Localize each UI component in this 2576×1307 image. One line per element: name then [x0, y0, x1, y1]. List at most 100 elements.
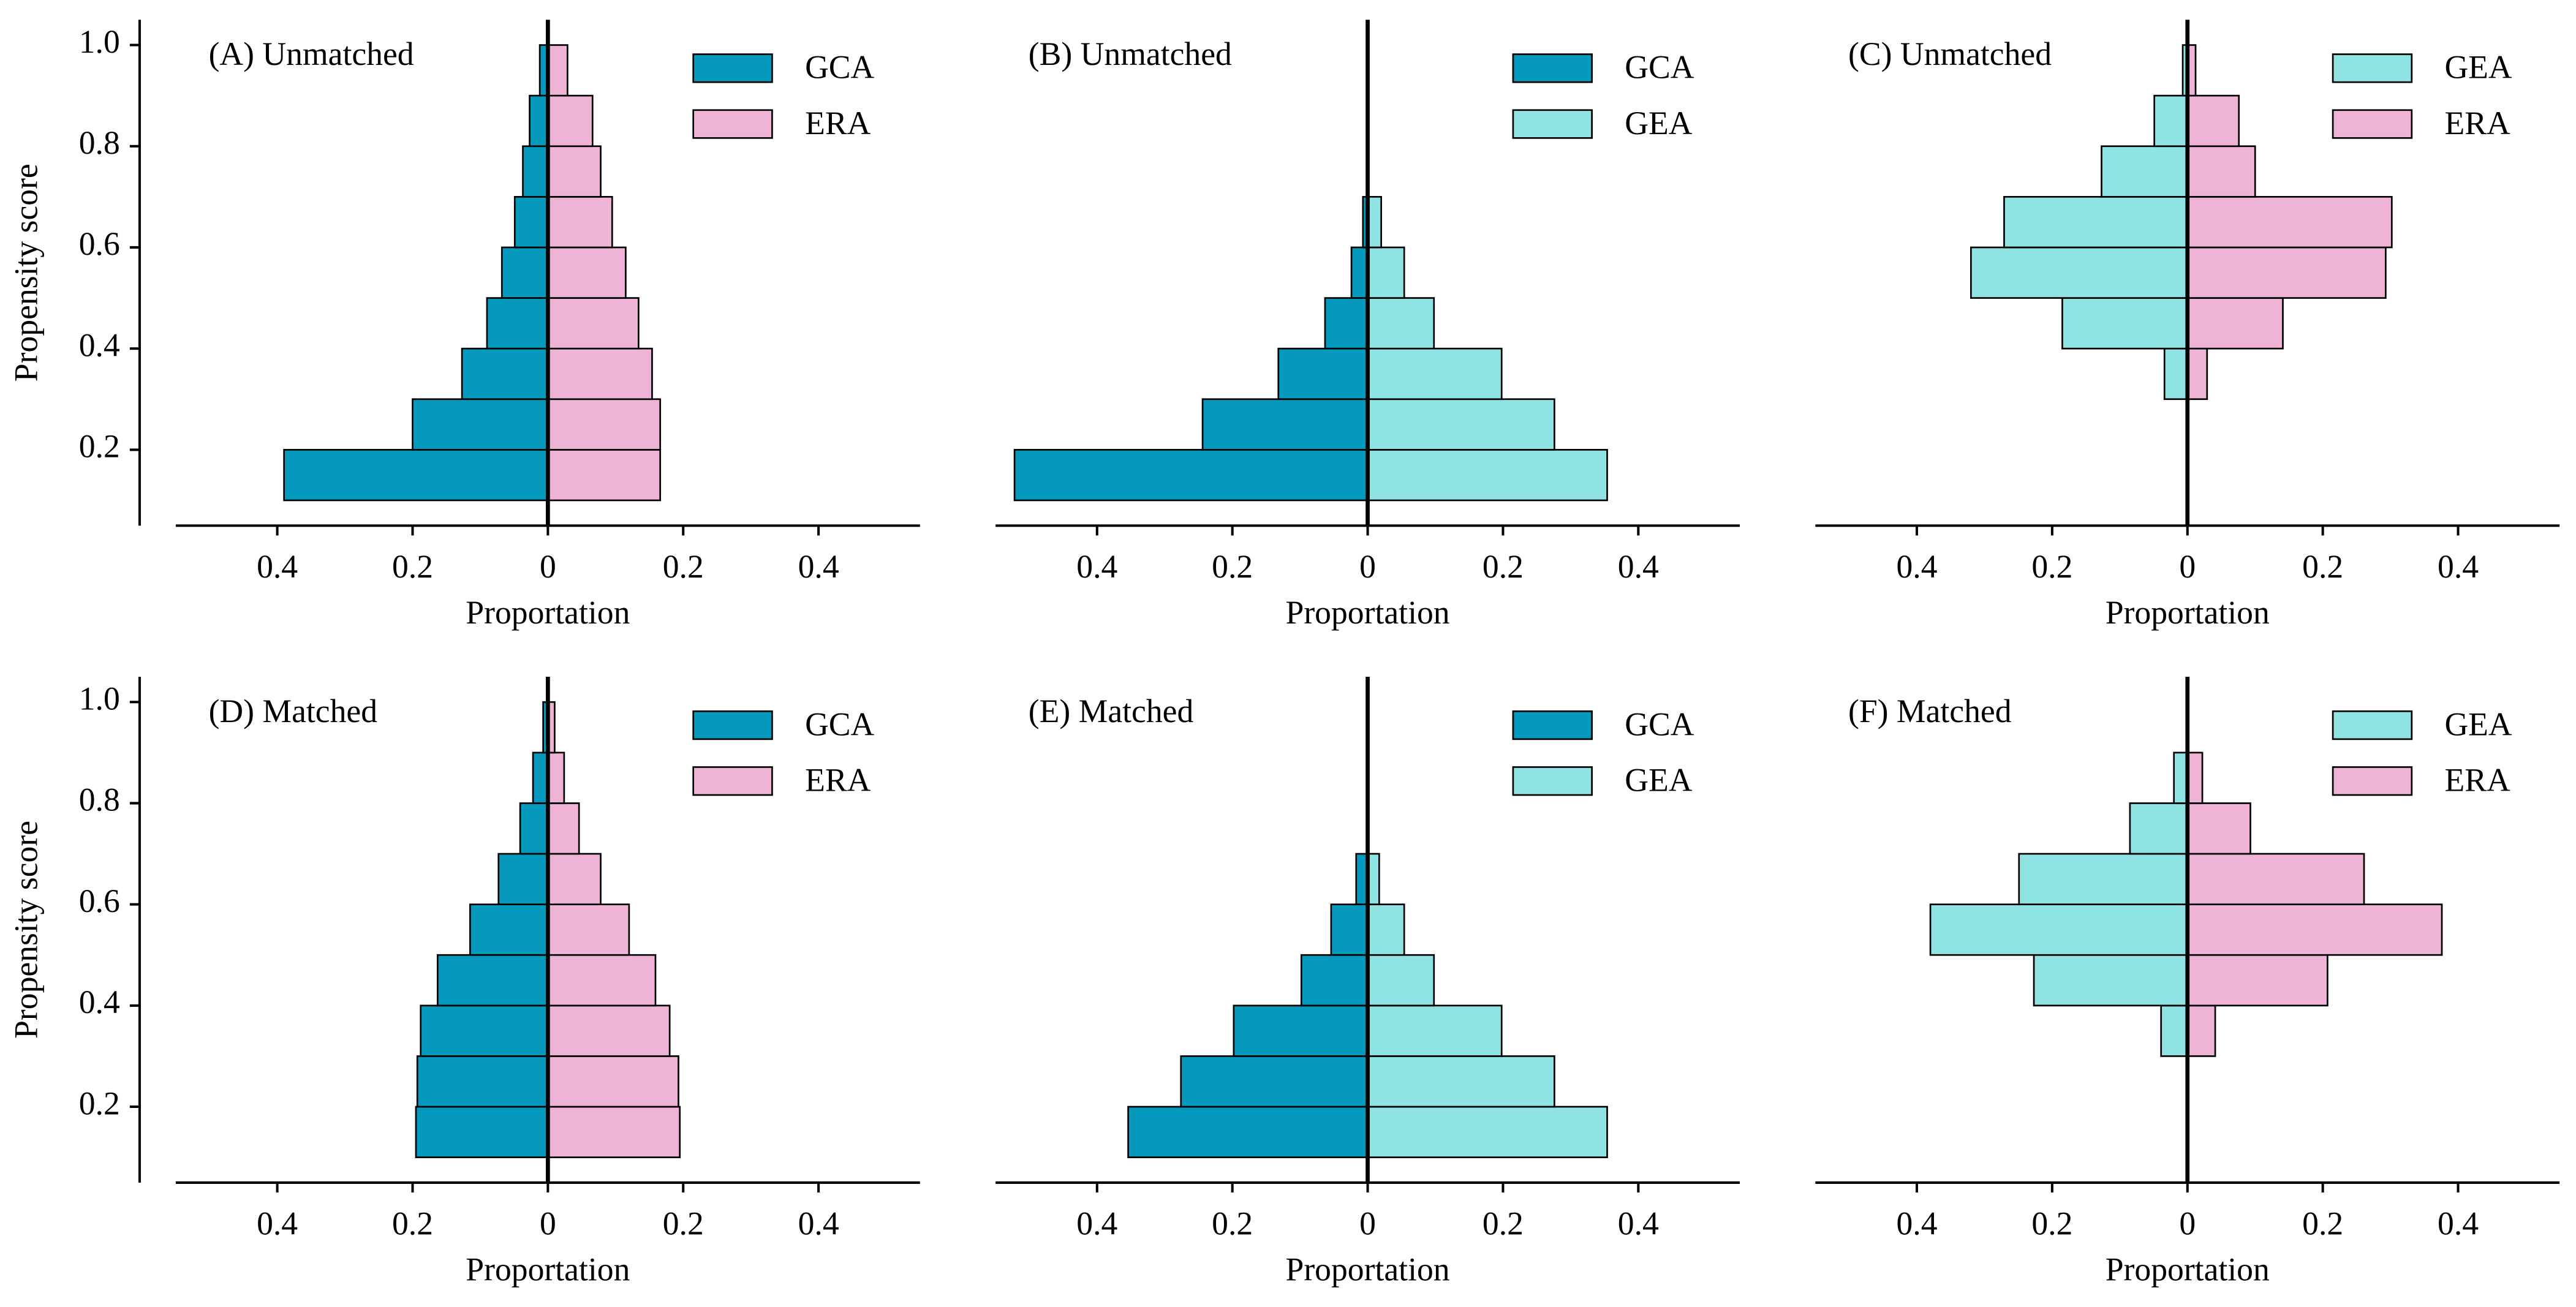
bar: [1367, 448, 1608, 502]
bar: [547, 398, 662, 451]
bar: [547, 1105, 681, 1158]
x-tick-label: 0.2: [1212, 548, 1253, 585]
panel-title: (C) Unmatched: [1848, 36, 2052, 72]
bar: [1367, 398, 1555, 451]
bar: [2186, 195, 2393, 249]
x-tick-label: 0.4: [1076, 1205, 1117, 1242]
bar: [547, 347, 653, 401]
legend-swatch: [1512, 109, 1593, 139]
bar: [547, 1055, 679, 1108]
legend-label: ERA: [2444, 762, 2510, 799]
x-tick-label: 0.4: [1896, 1205, 1937, 1242]
bar: [2129, 802, 2189, 855]
bar: [2186, 297, 2284, 350]
bar: [461, 347, 549, 401]
x-tick-label: 0.2: [1483, 548, 1524, 585]
x-tick-label: 0: [540, 1205, 556, 1242]
bar: [500, 246, 549, 299]
bar: [547, 853, 602, 905]
bar: [437, 954, 549, 1007]
bar: [532, 751, 549, 804]
y-tick-label: 0.8: [79, 124, 120, 161]
bar: [2186, 145, 2256, 198]
bar: [1367, 1055, 1555, 1108]
x-tick-label: 0.2: [2302, 548, 2343, 585]
x-axis-label: Proportation: [466, 594, 630, 631]
bar: [469, 903, 549, 956]
bar: [2003, 195, 2189, 249]
x-tick-label: 0.2: [1212, 1205, 1253, 1242]
bar: [547, 145, 602, 198]
x-tick-label: 0: [1359, 1205, 1376, 1242]
bar: [547, 903, 630, 956]
bar: [2101, 145, 2189, 198]
y-tick-label: 0.2: [79, 1085, 120, 1121]
y-tick-label: 0.2: [79, 428, 120, 465]
bar: [416, 1055, 549, 1108]
legend-label: ERA: [805, 105, 871, 141]
bar: [2018, 853, 2189, 905]
bar: [547, 751, 565, 804]
legend-label: GEA: [2444, 706, 2512, 742]
legend-label: GCA: [805, 706, 874, 742]
y-tick-label: 1.0: [79, 680, 120, 717]
y-axis-label: Propensity score: [8, 164, 45, 382]
legend-swatch: [1512, 766, 1593, 796]
bar: [529, 94, 549, 148]
legend-swatch: [2332, 710, 2413, 740]
bar: [522, 145, 549, 198]
legend-swatch: [2332, 109, 2413, 139]
bar: [1929, 903, 2189, 956]
x-tick-label: 0.2: [2031, 548, 2072, 585]
x-tick-label: 0.2: [663, 548, 704, 585]
bar: [547, 954, 657, 1007]
bar: [412, 398, 549, 451]
x-tick-label: 0: [540, 548, 556, 585]
bar: [2163, 347, 2189, 401]
x-tick-label: 0.4: [2438, 548, 2479, 585]
bar: [1367, 903, 1405, 956]
bar: [547, 246, 627, 299]
x-tick-label: 0.4: [1618, 1205, 1659, 1242]
bar: [547, 94, 594, 148]
y-tick-label: 1.0: [79, 23, 120, 60]
x-tick-label: 0.2: [2302, 1205, 2343, 1242]
legend-label: GCA: [805, 49, 874, 86]
x-tick-label: 0.4: [1076, 548, 1117, 585]
bar: [1330, 903, 1369, 956]
panel-title: (F) Matched: [1848, 693, 2012, 729]
bar: [519, 802, 549, 855]
bar: [2186, 347, 2208, 401]
legend-swatch: [692, 766, 773, 796]
x-tick-label: 0.2: [392, 1205, 433, 1242]
legend-label: GCA: [1625, 49, 1694, 86]
panel-title: (E) Matched: [1029, 693, 1194, 729]
bar: [547, 448, 662, 502]
legend-label: GEA: [2444, 49, 2512, 86]
legend-label: GEA: [1625, 762, 1692, 799]
bar: [1367, 297, 1435, 350]
bar: [1367, 1004, 1503, 1057]
bar: [2061, 297, 2189, 350]
x-tick-label: 0.2: [392, 548, 433, 585]
bar: [1367, 1105, 1608, 1158]
bar: [486, 297, 549, 350]
bar: [415, 1105, 549, 1158]
bar: [547, 802, 580, 855]
bar: [2186, 954, 2329, 1007]
x-tick-label: 0: [1359, 548, 1376, 585]
x-axis-label: Proportation: [2106, 1251, 2270, 1288]
x-tick-label: 0.4: [1618, 548, 1659, 585]
bar: [2186, 94, 2240, 148]
panel-title: (B) Unmatched: [1029, 36, 1232, 72]
bar: [2186, 246, 2387, 299]
legend-label: ERA: [2444, 105, 2510, 141]
bar: [497, 853, 549, 905]
x-tick-label: 0.4: [1896, 548, 1937, 585]
bar: [1233, 1004, 1369, 1057]
y-axis-label: Propensity score: [8, 821, 45, 1039]
x-axis-label: Proportation: [1286, 594, 1450, 631]
x-axis-label: Proportation: [1286, 1251, 1450, 1288]
x-tick-label: 0.4: [257, 548, 298, 585]
bar: [1127, 1105, 1369, 1158]
